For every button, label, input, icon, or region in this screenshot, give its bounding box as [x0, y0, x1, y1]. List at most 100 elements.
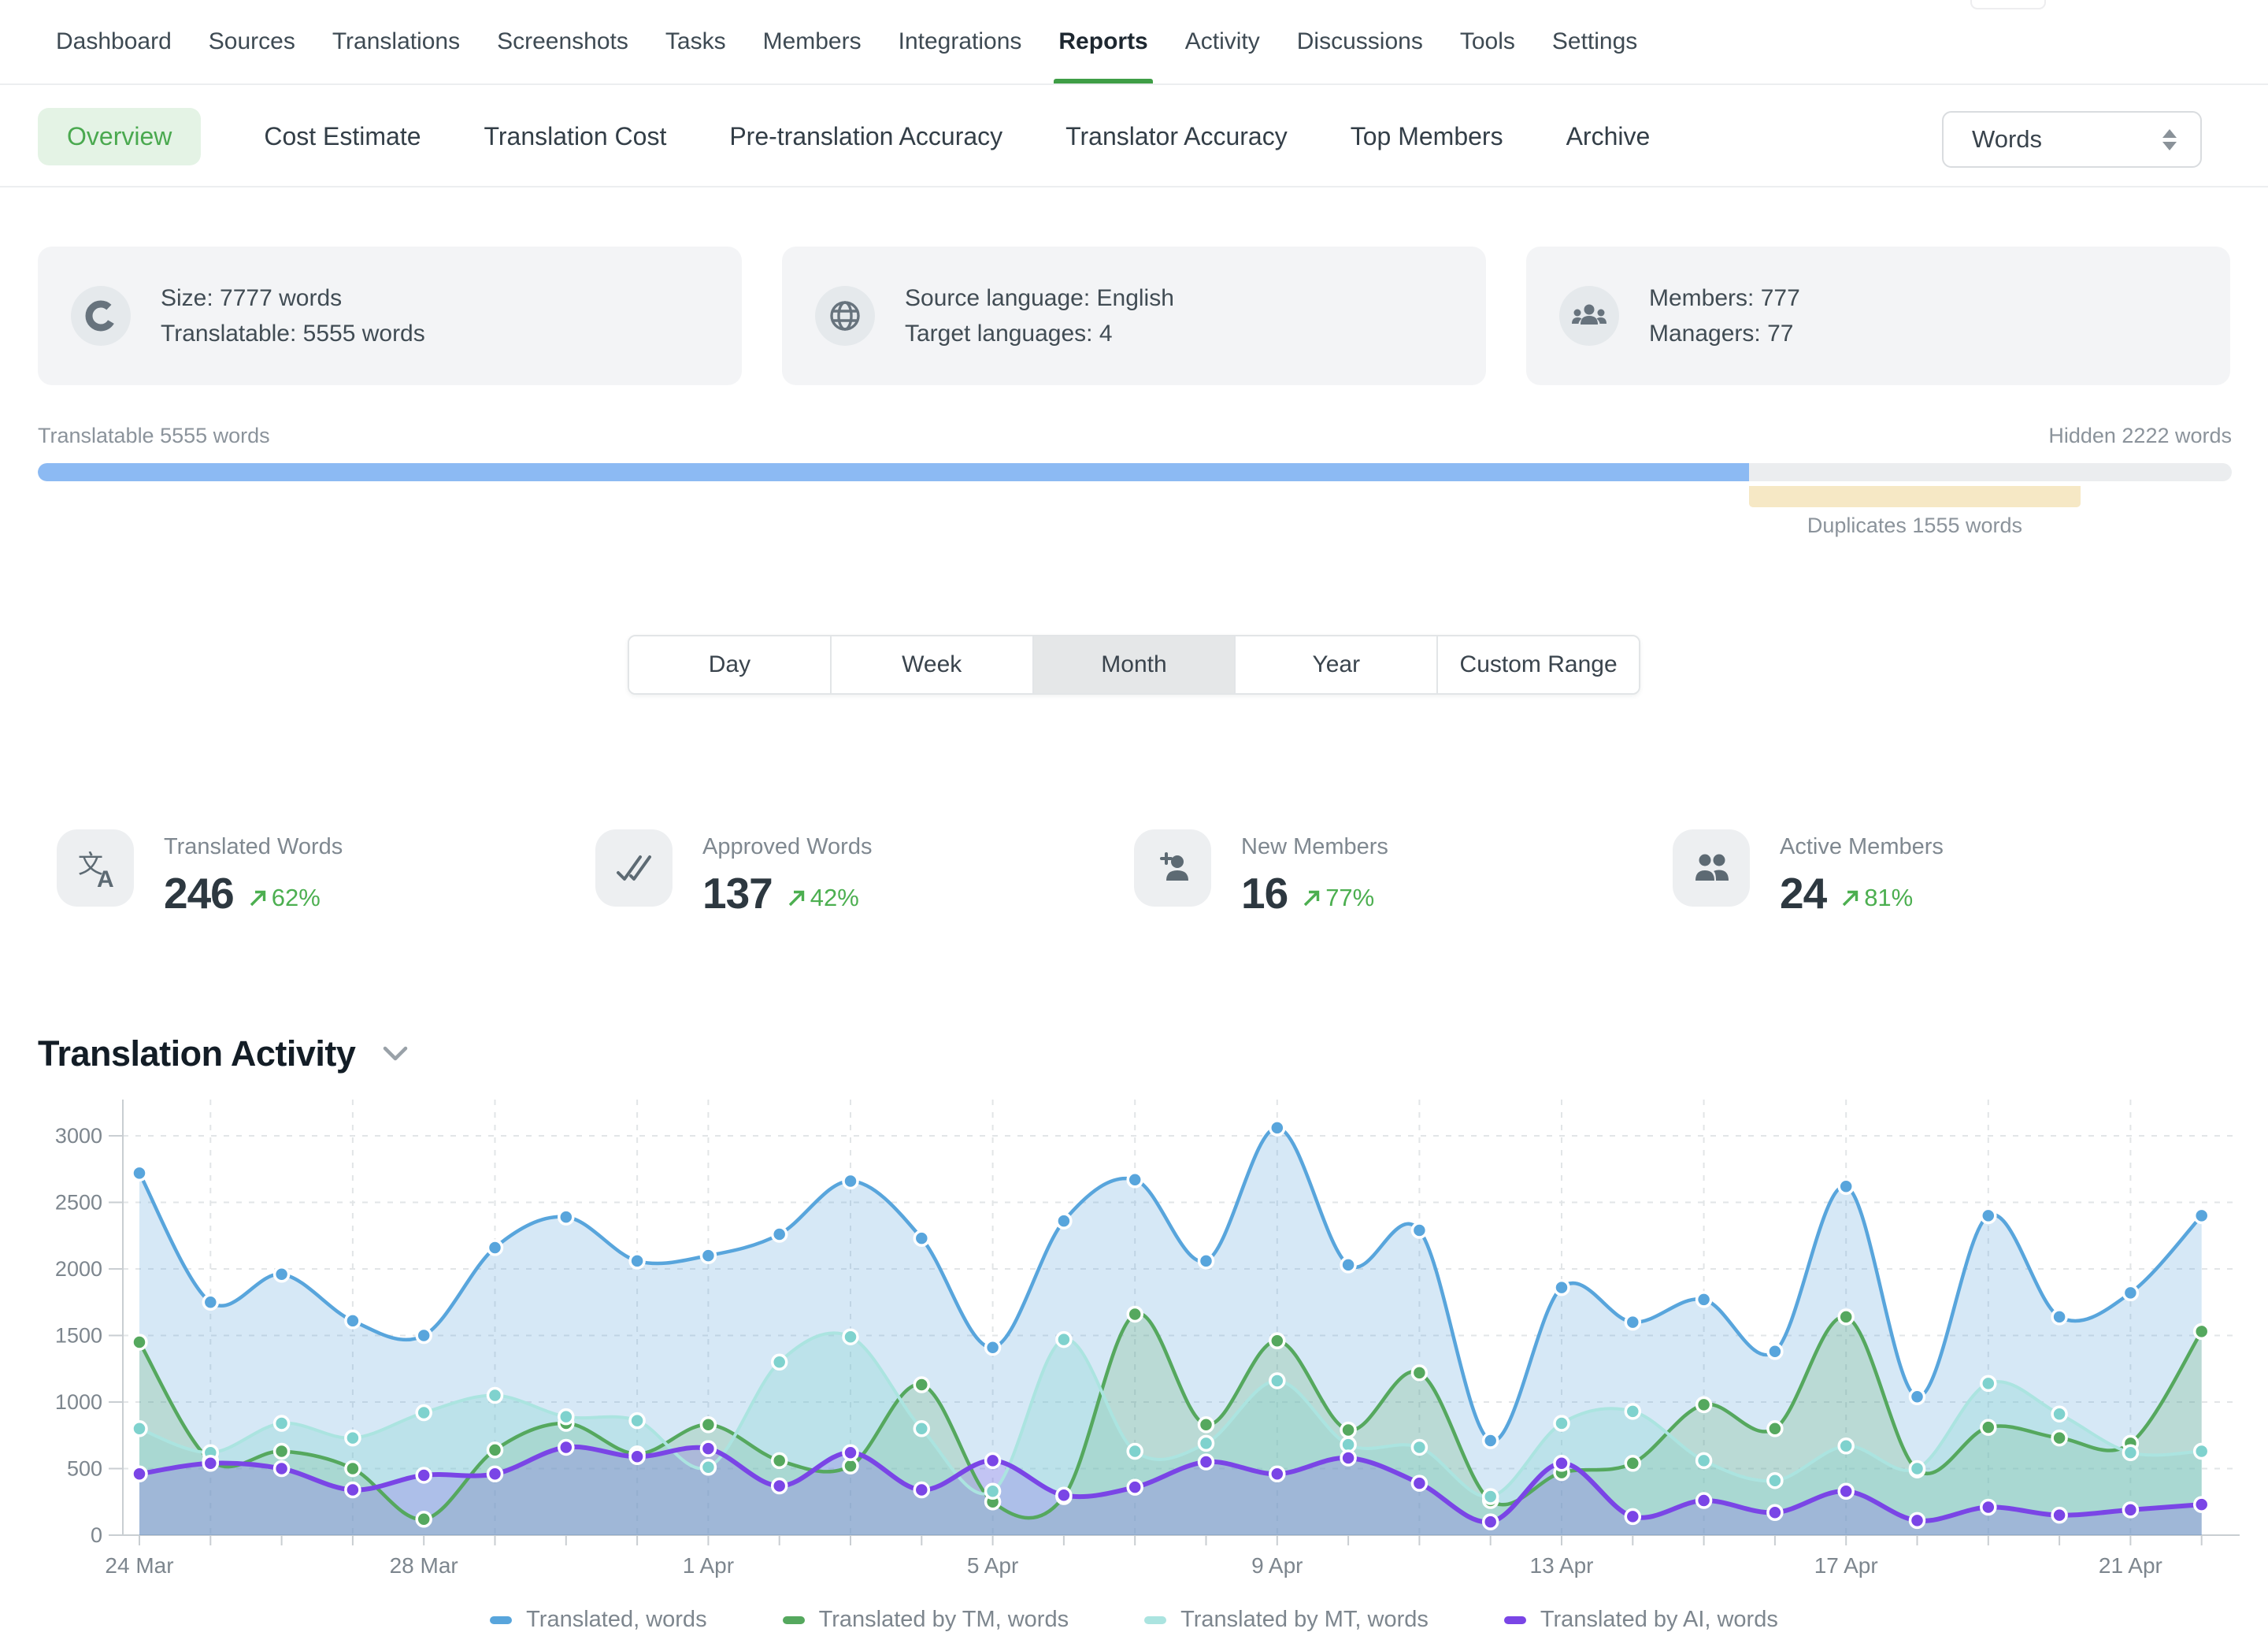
nav-item-reports[interactable]: Reports: [1058, 0, 1147, 83]
person-plus-icon: [1134, 829, 1211, 907]
svg-text:0: 0: [91, 1523, 102, 1547]
translated-words-stat: 文 A Translated Words 246 62%: [57, 829, 595, 918]
stat-label: New Members: [1241, 829, 1388, 860]
legend-item-translated[interactable]: Translated, words: [490, 1607, 706, 1633]
legend-item-translated-by-ai[interactable]: Translated by AI, words: [1504, 1607, 1778, 1633]
subnav-item-cost-estimate[interactable]: Cost Estimate: [264, 122, 421, 151]
svg-text:1 Apr: 1 Apr: [683, 1553, 734, 1578]
progress-labels: Translatable 5555 words Hidden 2222 word…: [38, 424, 2232, 448]
legend-swatch: [490, 1616, 512, 1624]
approved-words-stat: Approved Words 137 42%: [595, 829, 1134, 918]
svg-text:24 Mar: 24 Mar: [105, 1553, 173, 1578]
languages-card: Source language: English Target language…: [782, 247, 1486, 385]
subnav-item-translator-accuracy[interactable]: Translator Accuracy: [1065, 122, 1288, 151]
range-tab-month[interactable]: Month: [1034, 636, 1236, 693]
section-title: Translation Activity: [38, 1033, 355, 1074]
svg-text:5 Apr: 5 Apr: [967, 1553, 1018, 1578]
hidden-label: Hidden 2222 words: [2048, 424, 2232, 448]
duplicates-label: Duplicates 1555 words: [1807, 514, 2022, 538]
nav-item-settings[interactable]: Settings: [1552, 0, 1637, 83]
svg-text:2000: 2000: [55, 1257, 102, 1281]
trend-up-icon: [1302, 888, 1322, 908]
svg-text:1000: 1000: [55, 1390, 102, 1414]
svg-text:17 Apr: 17 Apr: [1814, 1553, 1878, 1578]
chart-legend: Translated, words Translated by TM, word…: [0, 1607, 2268, 1633]
members-card: Members: 777 Managers: 77: [1526, 247, 2230, 385]
translation-activity-chart: 0 500 1000 1500 2000 2500 3000 24 Mar 28 Mar 1 Ap…: [0, 1087, 2268, 1607]
svg-text:1500: 1500: [55, 1324, 102, 1348]
duplicates-bar: [1749, 486, 2081, 507]
stat-label: Translated Words: [164, 829, 343, 860]
trend-up-icon: [248, 888, 269, 908]
unit-select[interactable]: Words: [1942, 111, 2202, 168]
source-language-line: Source language: English: [905, 280, 1174, 316]
subnav-item-translation-cost[interactable]: Translation Cost: [484, 122, 667, 151]
size-line: Size: 7777 words: [161, 280, 425, 316]
summary-cards-row: Size: 7777 words Translatable: 5555 word…: [38, 247, 2230, 385]
translatable-line: Translatable: 5555 words: [161, 316, 425, 351]
stat-label: Approved Words: [702, 829, 872, 860]
svg-text:28 Mar: 28 Mar: [390, 1553, 458, 1578]
svg-text:500: 500: [67, 1457, 102, 1481]
kpi-stats-row: 文 A Translated Words 246 62% Approved Wo…: [57, 829, 2211, 918]
subnav-item-pretranslation-accuracy[interactable]: Pre-translation Accuracy: [729, 122, 1002, 151]
range-tab-week[interactable]: Week: [832, 636, 1034, 693]
legend-swatch: [783, 1616, 805, 1624]
stat-trend: 81%: [1840, 884, 1913, 912]
range-tab-custom-range[interactable]: Custom Range: [1438, 636, 1639, 693]
date-range-tabs: Day Week Month Year Custom Range: [628, 635, 1640, 695]
stat-value: 246: [164, 868, 234, 918]
svg-text:2500: 2500: [55, 1191, 102, 1215]
trend-up-icon: [787, 888, 807, 908]
range-tab-day[interactable]: Day: [629, 636, 832, 693]
double-check-icon: [595, 829, 673, 907]
globe-icon: [815, 286, 875, 346]
range-tab-year[interactable]: Year: [1236, 636, 1438, 693]
stat-label: Active Members: [1780, 829, 1944, 860]
legend-item-translated-by-mt[interactable]: Translated by MT, words: [1144, 1607, 1429, 1633]
stat-trend: 62%: [248, 884, 321, 912]
cutoff-corner-element: [1970, 0, 2046, 9]
nav-item-tools[interactable]: Tools: [1460, 0, 1515, 83]
top-navigation: Dashboard Sources Translations Screensho…: [0, 0, 2268, 85]
svg-text:21 Apr: 21 Apr: [2099, 1553, 2162, 1578]
svg-text:A: A: [97, 866, 114, 890]
donut-icon: [71, 286, 131, 346]
translate-icon: 文 A: [57, 829, 134, 907]
nav-item-screenshots[interactable]: Screenshots: [497, 0, 628, 83]
legend-swatch: [1144, 1616, 1166, 1624]
svg-text:13 Apr: 13 Apr: [1530, 1553, 1594, 1578]
stat-trend: 77%: [1302, 884, 1374, 912]
active-members-stat: Active Members 24 81%: [1673, 829, 2211, 918]
nav-item-activity[interactable]: Activity: [1185, 0, 1260, 83]
new-members-stat: New Members 16 77%: [1134, 829, 1673, 918]
legend-item-translated-by-tm[interactable]: Translated by TM, words: [783, 1607, 1069, 1633]
members-line: Members: 777: [1649, 280, 1800, 316]
project-size-card: Size: 7777 words Translatable: 5555 word…: [38, 247, 742, 385]
nav-item-members[interactable]: Members: [763, 0, 862, 83]
stat-value: 137: [702, 868, 773, 918]
legend-swatch: [1504, 1616, 1526, 1624]
words-progress-bar: [38, 463, 2232, 481]
select-arrows-icon: [2162, 129, 2177, 150]
nav-item-discussions[interactable]: Discussions: [1297, 0, 1423, 83]
nav-item-tasks[interactable]: Tasks: [665, 0, 726, 83]
subnav-item-top-members[interactable]: Top Members: [1351, 122, 1503, 151]
target-languages-line: Target languages: 4: [905, 316, 1174, 351]
translatable-label: Translatable 5555 words: [38, 424, 270, 448]
chevron-down-icon[interactable]: [382, 1045, 409, 1063]
nav-item-dashboard[interactable]: Dashboard: [56, 0, 172, 83]
nav-item-sources[interactable]: Sources: [209, 0, 295, 83]
nav-item-integrations[interactable]: Integrations: [899, 0, 1022, 83]
trend-up-icon: [1840, 888, 1861, 908]
reports-subnav: Overview Cost Estimate Translation Cost …: [0, 87, 2268, 187]
svg-text:3000: 3000: [55, 1124, 102, 1148]
managers-line: Managers: 77: [1649, 316, 1800, 351]
people-group-icon: [1559, 286, 1619, 346]
unit-select-value: Words: [1972, 125, 2162, 154]
svg-text:9 Apr: 9 Apr: [1251, 1553, 1303, 1578]
subnav-item-overview[interactable]: Overview: [38, 108, 201, 165]
subnav-item-archive[interactable]: Archive: [1566, 122, 1651, 151]
nav-item-translations[interactable]: Translations: [332, 0, 460, 83]
translatable-progress-fill: [38, 463, 1749, 481]
